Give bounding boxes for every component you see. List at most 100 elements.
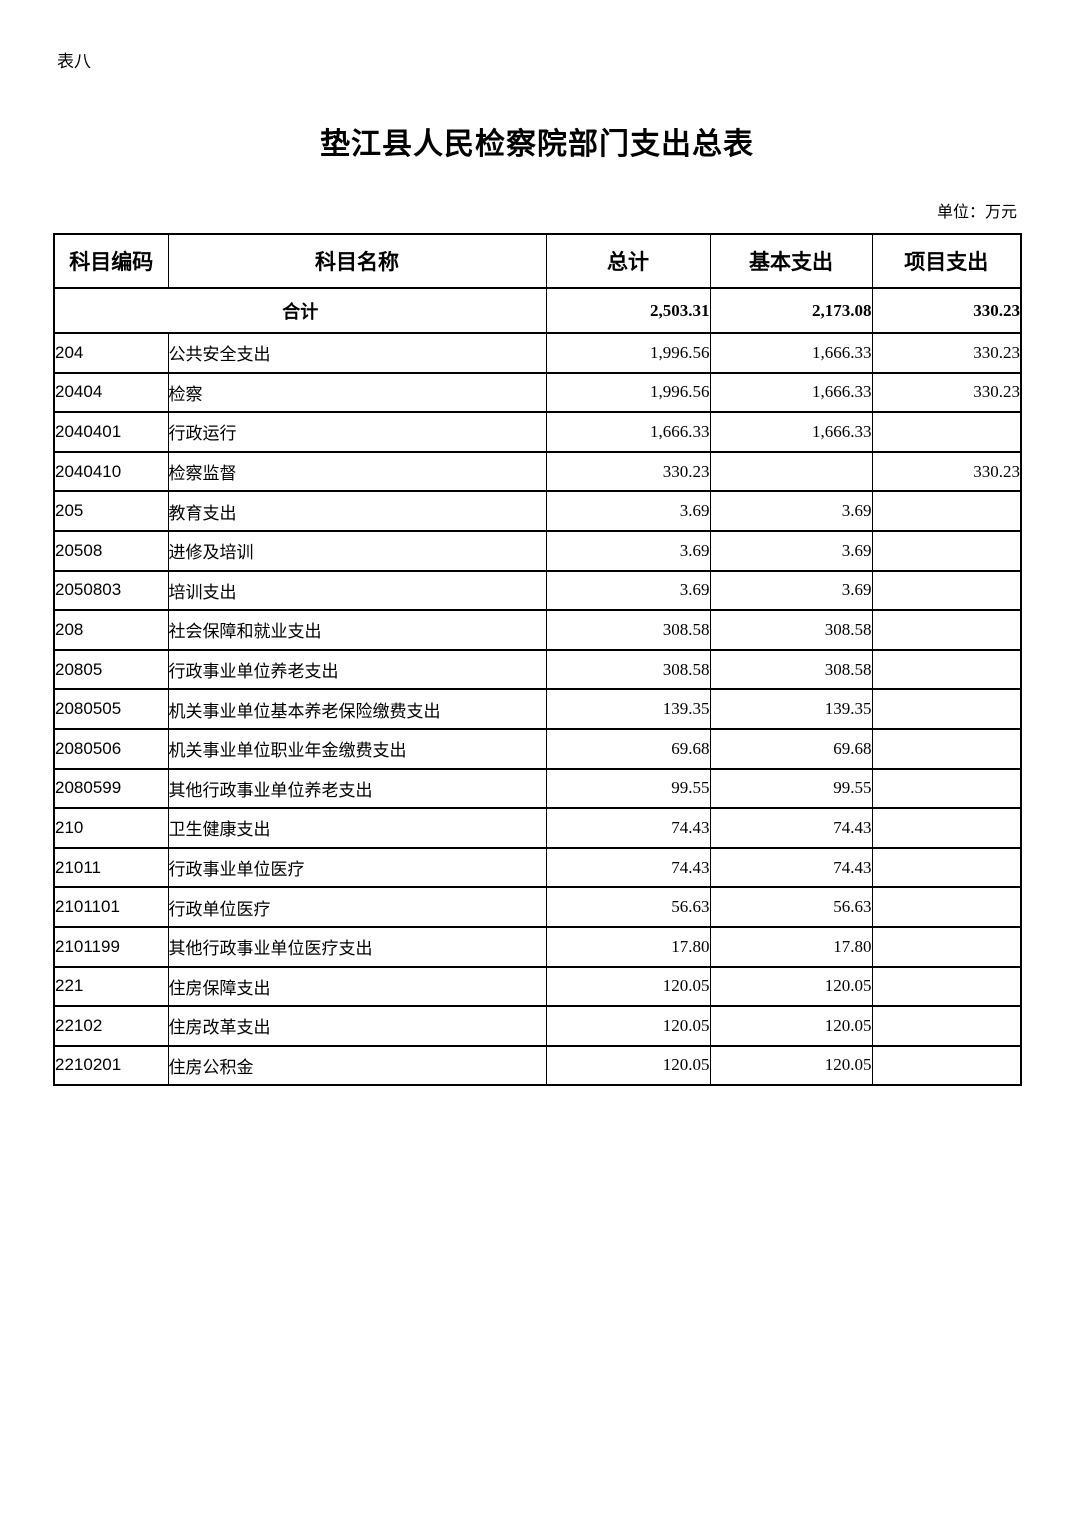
- page-title: 垫江县人民检察院部门支出总表: [320, 128, 754, 161]
- cell-basic: 74.43: [709, 807, 873, 849]
- cell-project: [871, 1044, 1022, 1087]
- cell-name: 机关事业单位基本养老保险缴费支出: [167, 688, 547, 730]
- cell-total: 120.05: [545, 1044, 711, 1087]
- cell-name: 培训支出: [167, 569, 547, 612]
- cell-name: 行政单位医疗: [167, 886, 547, 928]
- cell-code: 2210201: [53, 1044, 169, 1087]
- total-row-basic: 2,173.08: [709, 287, 873, 334]
- cell-code: 2080505: [53, 688, 169, 730]
- cell-project: [871, 846, 1022, 889]
- cell-project: [871, 411, 1022, 453]
- cell-project: [871, 648, 1022, 691]
- table-row: 2101101 行政单位医疗 56.63 56.63: [53, 886, 1022, 928]
- cell-project: [871, 886, 1022, 928]
- cell-code: 21011: [53, 846, 169, 889]
- cell-basic: 74.43: [709, 846, 873, 889]
- cell-basic: 99.55: [709, 767, 873, 810]
- cell-name: 检察: [167, 371, 547, 414]
- cell-code: 2080599: [53, 767, 169, 810]
- cell-code: 2040410: [53, 450, 169, 493]
- table-body: 合计 2,503.31 2,173.08 330.23 204 公共安全支出 1,9…: [53, 287, 1022, 1087]
- cell-name: 住房保障支出: [167, 965, 547, 1008]
- table-row: 2040401 行政运行 1,666.33 1,666.33: [53, 411, 1022, 453]
- cell-code: 2080506: [53, 727, 169, 770]
- cell-basic: [709, 450, 873, 493]
- cell-project: 330.23: [871, 332, 1022, 374]
- cell-total: 1,996.56: [545, 332, 711, 374]
- cell-basic: 3.69: [709, 529, 873, 572]
- total-row-label: 合计: [53, 287, 547, 334]
- unit-note: 单位：万元: [936, 204, 1017, 221]
- table-row: 20404 检察 1,996.56 1,666.33 330.23: [53, 371, 1022, 414]
- corner-label: 表八: [57, 52, 91, 71]
- cell-code: 210: [53, 807, 169, 849]
- cell-code: 2101101: [53, 886, 169, 928]
- table-header-row: 科目编码 科目名称 总计 基本支出 项目支出: [53, 233, 1022, 289]
- table-row: 20805 行政事业单位养老支出 308.58 308.58: [53, 648, 1022, 691]
- cell-total: 1,666.33: [545, 411, 711, 453]
- cell-code: 205: [53, 490, 169, 532]
- cell-project: [871, 965, 1022, 1008]
- cell-basic: 69.68: [709, 727, 873, 770]
- col-header-project: 项目支出: [871, 233, 1022, 289]
- cell-name: 其他行政事业单位医疗支出: [167, 925, 547, 968]
- cell-basic: 308.58: [709, 648, 873, 691]
- total-row-project: 330.23: [871, 287, 1022, 334]
- cell-total: 74.43: [545, 846, 711, 889]
- cell-total: 56.63: [545, 886, 711, 928]
- cell-total: 330.23: [545, 450, 711, 493]
- table-row: 21011 行政事业单位医疗 74.43 74.43: [53, 846, 1022, 889]
- cell-total: 3.69: [545, 529, 711, 572]
- cell-project: [871, 529, 1022, 572]
- table-row: 208 社会保障和就业支出 308.58 308.58: [53, 609, 1022, 651]
- table-row: 205 教育支出 3.69 3.69: [53, 490, 1022, 532]
- table-row: 2210201 住房公积金 120.05 120.05: [53, 1044, 1022, 1087]
- col-header-code: 科目编码: [53, 233, 169, 289]
- cell-name: 检察监督: [167, 450, 547, 493]
- cell-project: [871, 490, 1022, 532]
- cell-basic: 56.63: [709, 886, 873, 928]
- table-row: 2101199 其他行政事业单位医疗支出 17.80 17.80: [53, 925, 1022, 968]
- table-row: 2080505 机关事业单位基本养老保险缴费支出 139.35 139.35: [53, 688, 1022, 730]
- cell-basic: 120.05: [709, 965, 873, 1008]
- cell-basic: 1,666.33: [709, 332, 873, 374]
- cell-name: 其他行政事业单位养老支出: [167, 767, 547, 810]
- cell-project: [871, 1005, 1022, 1047]
- cell-total: 120.05: [545, 1005, 711, 1047]
- cell-project: [871, 569, 1022, 612]
- cell-project: [871, 688, 1022, 730]
- cell-basic: 17.80: [709, 925, 873, 968]
- total-row: 合计 2,503.31 2,173.08 330.23: [53, 287, 1022, 334]
- cell-basic: 120.05: [709, 1005, 873, 1047]
- cell-total: 1,996.56: [545, 371, 711, 414]
- cell-code: 208: [53, 609, 169, 651]
- cell-total: 308.58: [545, 648, 711, 691]
- cell-basic: 3.69: [709, 569, 873, 612]
- expenditure-table: 科目编码 科目名称 总计 基本支出 项目支出 合计 2,503.31 2,173…: [53, 233, 1022, 1087]
- cell-project: [871, 807, 1022, 849]
- cell-total: 74.43: [545, 807, 711, 849]
- cell-code: 221: [53, 965, 169, 1008]
- cell-total: 308.58: [545, 609, 711, 651]
- cell-name: 公共安全支出: [167, 332, 547, 374]
- cell-basic: 308.58: [709, 609, 873, 651]
- table-row: 20508 进修及培训 3.69 3.69: [53, 529, 1022, 572]
- cell-name: 教育支出: [167, 490, 547, 532]
- cell-basic: 1,666.33: [709, 411, 873, 453]
- cell-name: 卫生健康支出: [167, 807, 547, 849]
- cell-project: 330.23: [871, 371, 1022, 414]
- table-row: 2050803 培训支出 3.69 3.69: [53, 569, 1022, 612]
- cell-project: [871, 925, 1022, 968]
- cell-basic: 139.35: [709, 688, 873, 730]
- cell-code: 22102: [53, 1005, 169, 1047]
- col-header-total: 总计: [545, 233, 711, 289]
- cell-total: 17.80: [545, 925, 711, 968]
- cell-name: 住房改革支出: [167, 1005, 547, 1047]
- cell-basic: 1,666.33: [709, 371, 873, 414]
- cell-total: 120.05: [545, 965, 711, 1008]
- table-row: 2080506 机关事业单位职业年金缴费支出 69.68 69.68: [53, 727, 1022, 770]
- cell-code: 20404: [53, 371, 169, 414]
- total-row-total: 2,503.31: [545, 287, 711, 334]
- col-header-name: 科目名称: [167, 233, 547, 289]
